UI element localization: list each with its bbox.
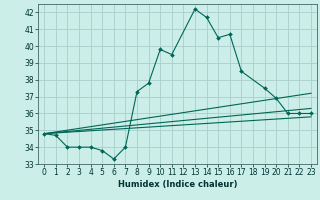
X-axis label: Humidex (Indice chaleur): Humidex (Indice chaleur) — [118, 180, 237, 189]
